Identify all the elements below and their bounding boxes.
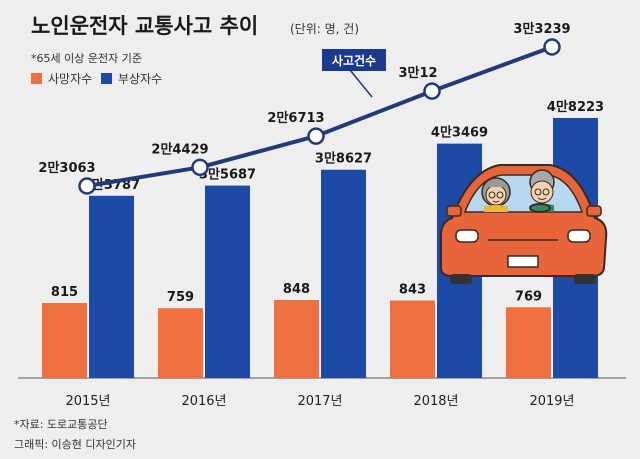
legend-label-fatalities: 사망자수 xyxy=(48,72,92,86)
chart-title: 노인운전자 교통사고 추이 xyxy=(31,14,258,38)
bar-label-fatalities-0: 815 xyxy=(51,285,78,300)
point-label-accidents-3: 3만12 xyxy=(398,65,437,81)
bar-label-fatalities-4: 769 xyxy=(515,289,542,304)
point-accidents-4 xyxy=(543,38,561,56)
bar-injuries-2 xyxy=(321,169,366,378)
bar-fatalities-4 xyxy=(506,307,551,378)
point-label-accidents-2: 2만6713 xyxy=(267,110,324,126)
callout-label: 사고건수 xyxy=(332,53,376,68)
point-label-accidents-1: 2만4429 xyxy=(151,141,208,157)
legend-swatch-injuries xyxy=(101,73,112,84)
bar-injuries-0 xyxy=(89,195,134,378)
point-label-accidents-4: 3만3239 xyxy=(513,21,570,37)
bar-fatalities-2 xyxy=(274,300,319,378)
x-tick-label-0: 2015년 xyxy=(65,394,110,409)
bar-label-injuries-2: 3만8627 xyxy=(315,151,372,167)
unit-note: (단위: 명, 건) xyxy=(290,22,359,36)
basis-note: *65세 이상 운전자 기준 xyxy=(31,52,142,65)
point-accidents-0 xyxy=(78,177,96,195)
bar-label-fatalities-3: 843 xyxy=(399,282,426,297)
x-tick-label-1: 2016년 xyxy=(181,394,226,409)
bar-fatalities-3 xyxy=(390,300,435,378)
x-tick-label-3: 2018년 xyxy=(413,394,458,409)
point-accidents-1 xyxy=(191,158,209,177)
bar-label-fatalities-1: 759 xyxy=(167,290,194,305)
point-accidents-2 xyxy=(307,127,325,145)
bar-label-injuries-1: 3만5687 xyxy=(199,167,256,183)
x-tick-label-4: 2019년 xyxy=(529,394,574,409)
bar-fatalities-0 xyxy=(42,303,87,378)
bar-fatalities-1 xyxy=(158,308,203,378)
bar-injuries-1 xyxy=(205,185,250,378)
legend-label-injuries: 부상자수 xyxy=(118,72,162,86)
point-label-accidents-0: 2만3063 xyxy=(38,160,95,176)
source-note: *자료: 도로교통공단 xyxy=(14,418,108,431)
bar-label-fatalities-2: 848 xyxy=(283,282,310,297)
callout-box xyxy=(322,49,386,71)
elderly-couple-driving-car-illustration xyxy=(439,164,608,284)
line-callout: 사고건수 xyxy=(322,49,386,98)
bar-label-injuries-3: 4만3469 xyxy=(431,125,488,141)
legend-swatch-fatalities xyxy=(31,73,42,84)
point-accidents-3 xyxy=(423,82,441,100)
credit-note: 그래픽: 이승현 디자인기자 xyxy=(14,438,136,451)
bar-label-injuries-4: 4만8223 xyxy=(547,99,604,115)
x-tick-label-2: 2017년 xyxy=(297,394,342,409)
